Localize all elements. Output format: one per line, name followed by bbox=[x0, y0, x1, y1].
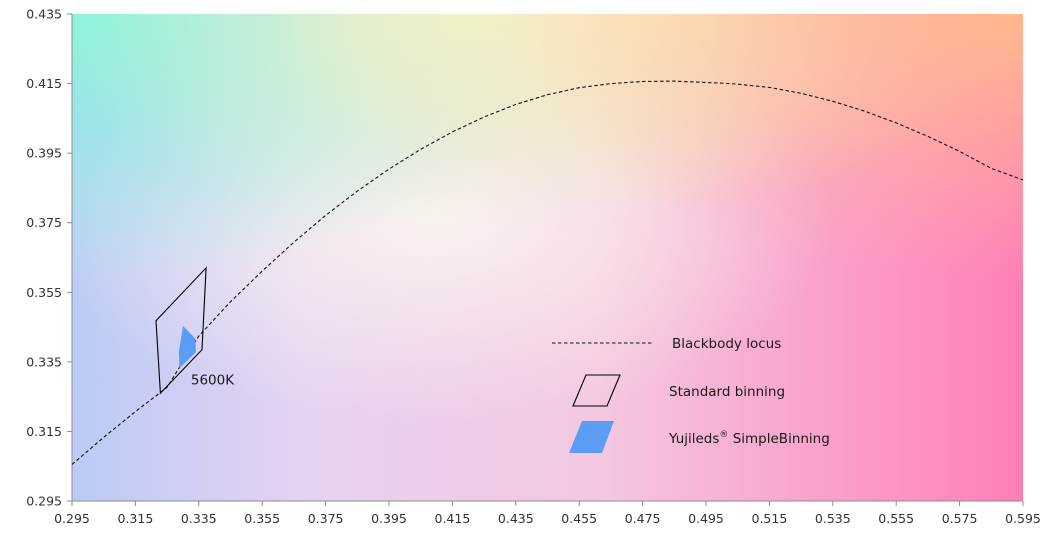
plot-background bbox=[72, 14, 1023, 501]
y-tick-label: 0.315 bbox=[26, 424, 62, 439]
legend-label-standard-binning: Standard binning bbox=[669, 384, 785, 400]
legend-label-simple-binning: Yujileds® SimpleBinning bbox=[668, 430, 830, 447]
x-tick-label: 0.595 bbox=[1005, 511, 1041, 526]
x-tick-label: 0.395 bbox=[371, 511, 407, 526]
annotation-layer: 5600K bbox=[191, 372, 235, 388]
y-tick-label: 0.395 bbox=[26, 146, 62, 161]
x-tick-label: 0.295 bbox=[54, 511, 90, 526]
y-axis-ticks: 0.295 0.315 0.335 0.355 0.375 0.395 0.415 0.435 bbox=[26, 7, 72, 509]
x-tick-label: 0.475 bbox=[625, 511, 661, 526]
y-tick-label: 0.415 bbox=[26, 76, 62, 91]
blackbody-locus-line bbox=[71, 80, 1024, 465]
x-tick-label: 0.575 bbox=[942, 511, 978, 526]
y-tick-label: 0.295 bbox=[26, 494, 62, 509]
cct-annotation-label: 5600K bbox=[191, 372, 235, 388]
x-tick-label: 0.375 bbox=[308, 511, 344, 526]
x-tick-label: 0.355 bbox=[244, 511, 280, 526]
x-tick-label: 0.495 bbox=[688, 511, 724, 526]
legend-label-registered-mark: ® bbox=[719, 430, 728, 440]
legend: Blackbody locus Standard binning Yujileds®… bbox=[552, 336, 830, 453]
x-tick-label: 0.415 bbox=[435, 511, 471, 526]
axes bbox=[71, 14, 1023, 502]
x-tick-label: 0.535 bbox=[815, 511, 851, 526]
y-tick-label: 0.355 bbox=[26, 285, 62, 300]
x-tick-label: 0.335 bbox=[181, 511, 217, 526]
x-tick-label: 0.555 bbox=[878, 511, 914, 526]
legend-filled-swatch bbox=[569, 421, 614, 453]
legend-label-product: SimpleBinning bbox=[728, 431, 829, 447]
y-tick-label: 0.435 bbox=[26, 7, 62, 22]
x-axis-ticks: 0.295 0.315 0.335 0.355 0.375 0.395 0.415 0.435… bbox=[54, 501, 1041, 526]
series-layer bbox=[71, 80, 1024, 465]
x-tick-label: 0.435 bbox=[498, 511, 534, 526]
standard-binning-region bbox=[155, 266, 207, 395]
x-tick-label: 0.455 bbox=[561, 511, 597, 526]
y-tick-label: 0.375 bbox=[26, 215, 62, 230]
x-tick-label: 0.515 bbox=[752, 511, 788, 526]
legend-label-brand: Yujileds bbox=[668, 431, 719, 447]
legend-outline-swatch bbox=[572, 374, 621, 407]
simple-binning-region bbox=[178, 326, 196, 369]
x-tick-label: 0.315 bbox=[118, 511, 154, 526]
legend-label-blackbody-locus: Blackbody locus bbox=[672, 336, 781, 352]
y-tick-label: 0.335 bbox=[26, 354, 62, 369]
